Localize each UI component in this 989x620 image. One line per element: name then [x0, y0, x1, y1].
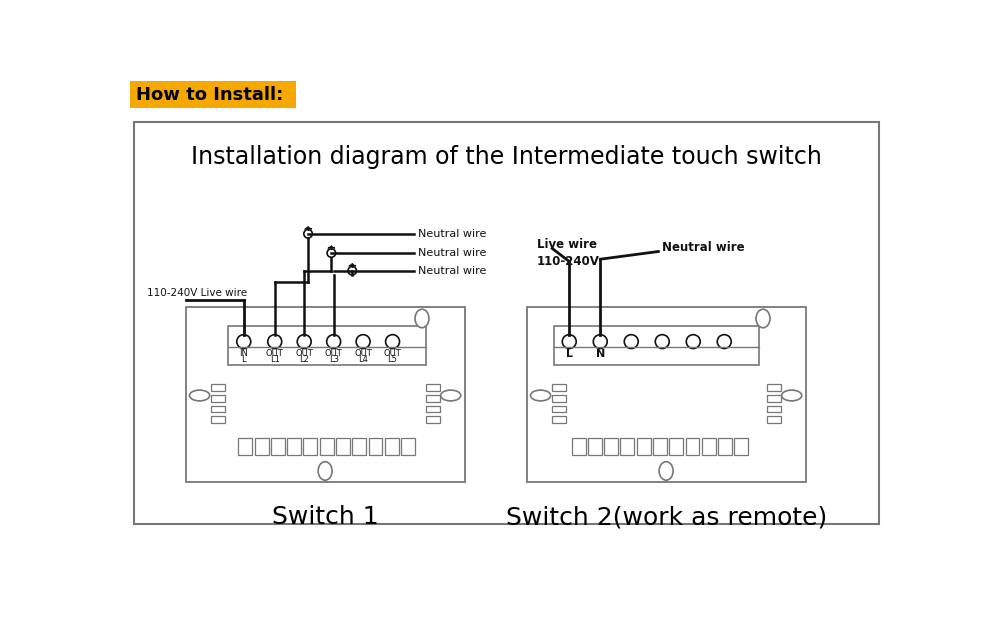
Bar	[228, 326, 426, 365]
Bar	[426, 405, 440, 412]
Text: Neutral wire: Neutral wire	[418, 248, 487, 258]
Bar	[135, 122, 879, 524]
Bar	[304, 438, 317, 455]
Text: 110-240V Live wire: 110-240V Live wire	[147, 288, 247, 298]
Bar	[212, 405, 225, 412]
Bar	[130, 81, 297, 108]
Text: Switch 1: Switch 1	[272, 505, 379, 529]
Bar	[271, 438, 285, 455]
Bar	[426, 416, 440, 423]
Text: Neutral wire: Neutral wire	[663, 241, 745, 254]
Bar	[766, 405, 781, 412]
Circle shape	[268, 335, 282, 348]
Bar	[552, 416, 566, 423]
Bar	[426, 395, 440, 402]
Text: Installation diagram of the Intermediate touch switch: Installation diagram of the Intermediate…	[191, 145, 822, 169]
Text: L3: L3	[328, 355, 338, 365]
Bar	[186, 307, 465, 482]
Bar	[385, 438, 399, 455]
Bar	[670, 438, 683, 455]
Bar	[526, 307, 806, 482]
Bar	[685, 438, 699, 455]
Text: How to Install:: How to Install:	[136, 86, 283, 104]
Bar	[369, 438, 383, 455]
Bar	[254, 438, 269, 455]
Bar	[287, 438, 301, 455]
Text: L2: L2	[300, 355, 310, 365]
Ellipse shape	[318, 462, 332, 480]
Ellipse shape	[781, 390, 802, 401]
Bar	[766, 384, 781, 391]
Bar	[552, 384, 566, 391]
Bar	[238, 438, 252, 455]
Text: OUT: OUT	[384, 349, 402, 358]
Circle shape	[593, 335, 607, 348]
Bar	[426, 384, 440, 391]
Text: OUT: OUT	[324, 349, 342, 358]
Circle shape	[356, 335, 370, 348]
Circle shape	[624, 335, 638, 348]
Text: L5: L5	[388, 355, 398, 365]
Bar	[766, 416, 781, 423]
Text: OUT: OUT	[354, 349, 372, 358]
Text: L: L	[566, 349, 573, 359]
Bar	[718, 438, 732, 455]
Bar	[212, 416, 225, 423]
Text: OUT: OUT	[296, 349, 314, 358]
Circle shape	[304, 229, 313, 238]
Bar	[572, 438, 585, 455]
Bar	[319, 438, 333, 455]
Text: IN: IN	[239, 349, 248, 358]
Text: Neutral wire: Neutral wire	[418, 266, 487, 276]
Ellipse shape	[190, 390, 210, 401]
Bar	[653, 438, 667, 455]
Ellipse shape	[530, 390, 551, 401]
Ellipse shape	[441, 390, 461, 401]
Circle shape	[326, 335, 340, 348]
Bar	[734, 438, 749, 455]
Bar	[702, 438, 716, 455]
Circle shape	[656, 335, 670, 348]
Bar	[554, 326, 760, 365]
Ellipse shape	[756, 309, 770, 328]
Circle shape	[298, 335, 312, 348]
Text: Neutral wire: Neutral wire	[418, 229, 487, 239]
Circle shape	[236, 335, 251, 348]
Bar	[587, 438, 601, 455]
Bar	[766, 395, 781, 402]
Bar	[637, 438, 651, 455]
Circle shape	[686, 335, 700, 348]
Circle shape	[386, 335, 400, 348]
Bar	[212, 395, 225, 402]
Text: L: L	[241, 355, 246, 365]
Circle shape	[327, 249, 335, 257]
Circle shape	[563, 335, 577, 348]
Bar	[552, 405, 566, 412]
Bar	[620, 438, 634, 455]
Circle shape	[717, 335, 731, 348]
Text: Live wire
110-240V: Live wire 110-240V	[537, 239, 599, 268]
Text: OUT: OUT	[266, 349, 284, 358]
Text: L4: L4	[358, 355, 368, 365]
Circle shape	[348, 267, 356, 275]
Text: L1: L1	[270, 355, 280, 365]
Text: N: N	[595, 349, 605, 359]
Bar	[336, 438, 350, 455]
Bar	[212, 384, 225, 391]
Bar	[604, 438, 618, 455]
Text: Switch 2(work as remote): Switch 2(work as remote)	[505, 505, 827, 529]
Ellipse shape	[659, 462, 674, 480]
Bar	[352, 438, 366, 455]
Bar	[402, 438, 415, 455]
Ellipse shape	[415, 309, 429, 328]
Bar	[552, 395, 566, 402]
